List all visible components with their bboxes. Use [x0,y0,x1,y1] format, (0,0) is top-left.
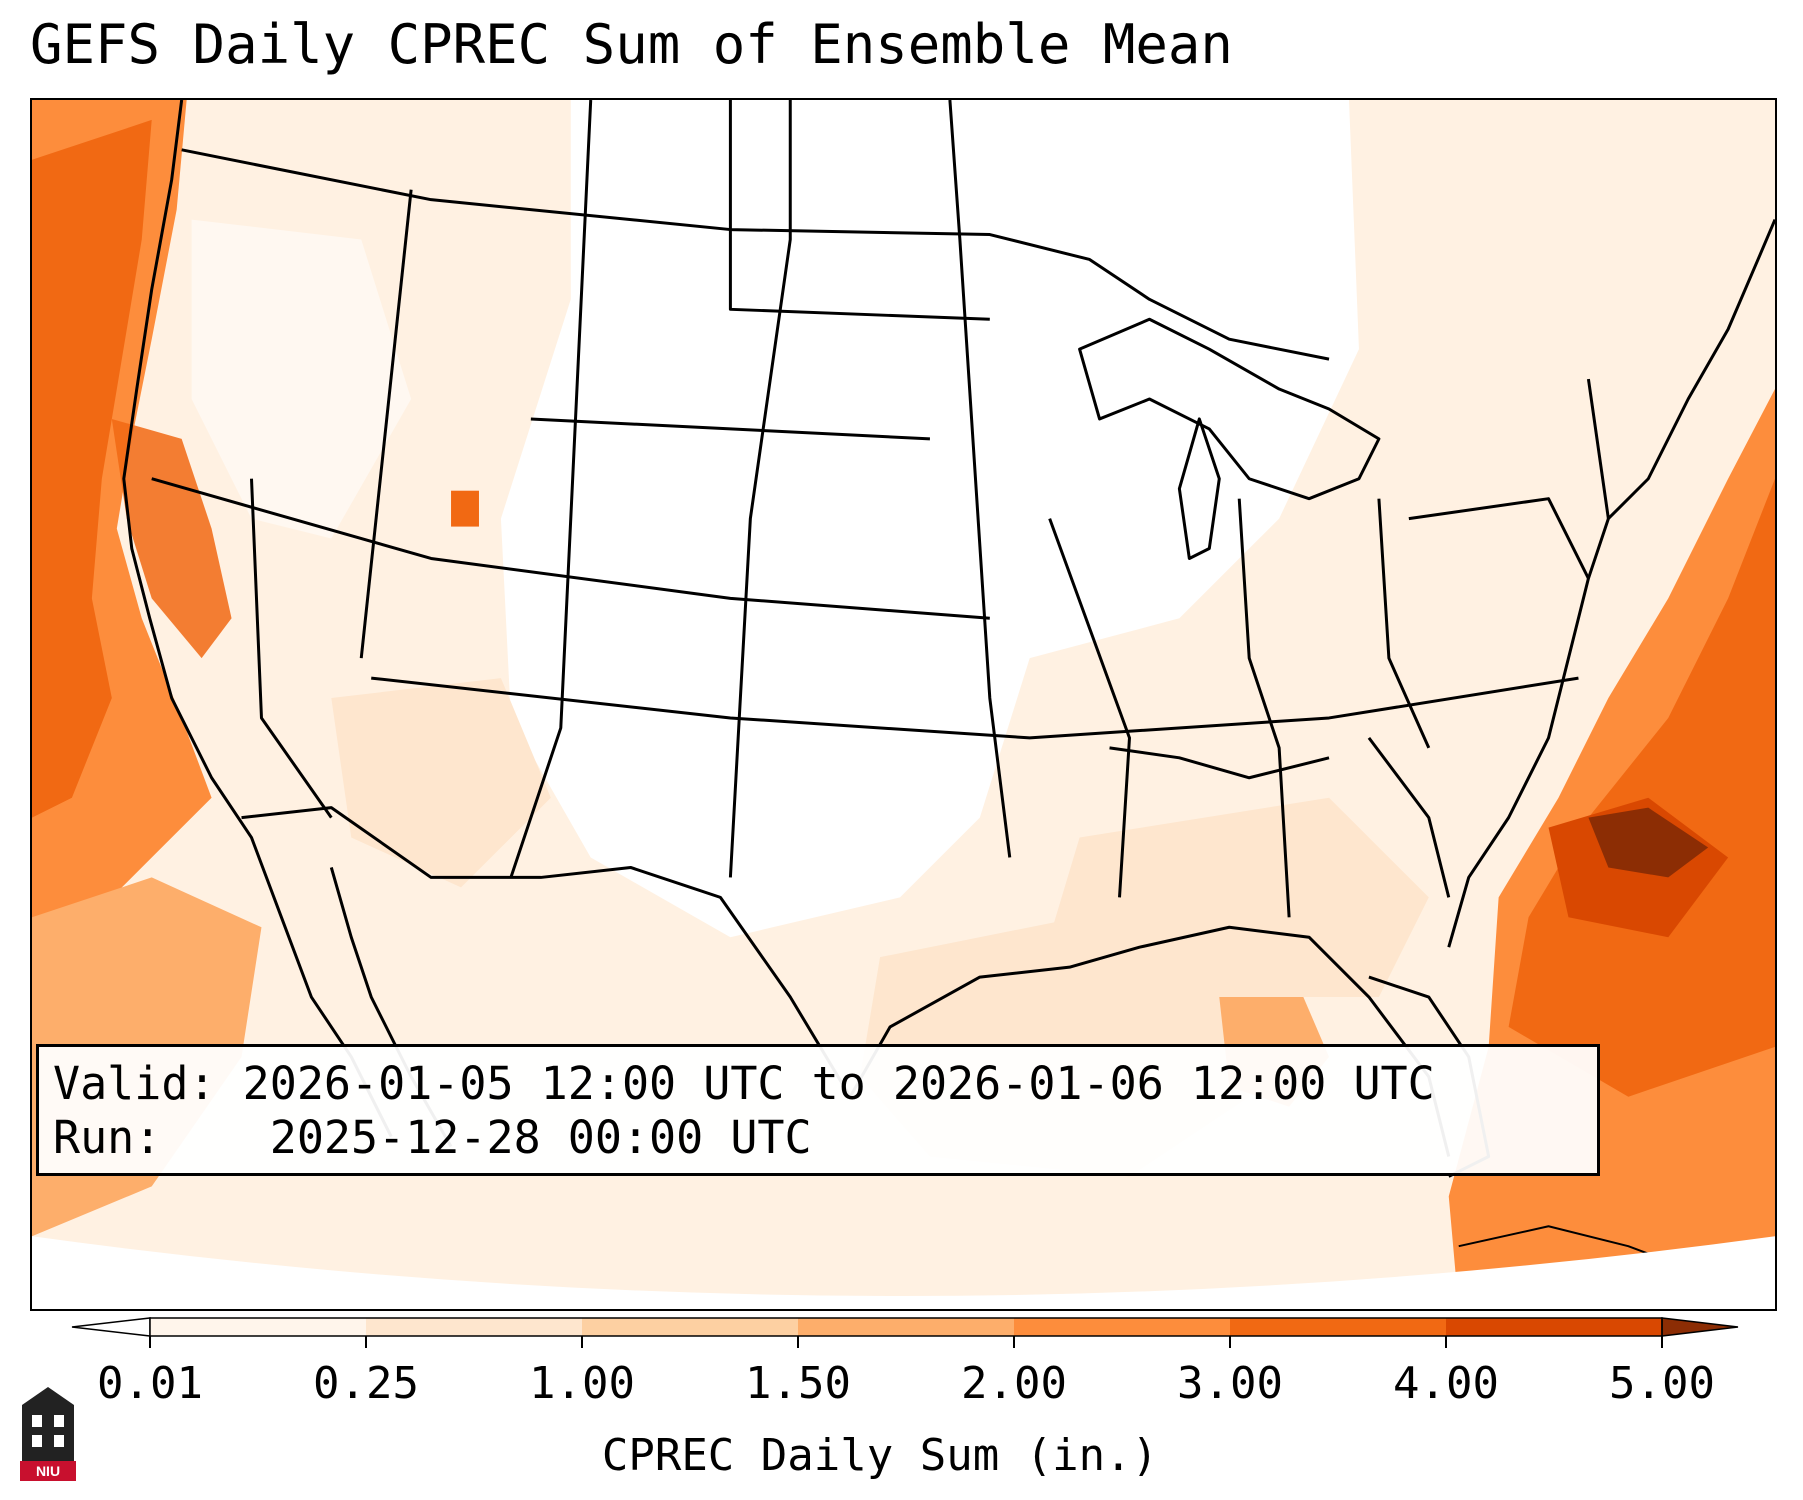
coastline-west [122,100,393,1138]
precip-land-light [500,100,1359,938]
colorbar-extend-low [71,1317,151,1337]
niu-logo: NIU [20,1387,76,1481]
run-time-line: Run: 2025-12-28 00:00 UTC [53,1111,1597,1165]
state-line-9 [1237,498,1291,918]
gulf-coast [848,925,1451,1157]
colorbar-outline [149,1317,1663,1337]
valid-run-info-box: Valid: 2026-01-05 12:00 UTC to 2026-01-0… [36,1044,1600,1176]
state-line-10 [1377,498,1431,749]
colorbar-ticks: 0.01 0.25 1.00 1.50 2.00 3.00 4.00 5.00 [97,1336,1715,1409]
colorbar-tick-label: 2.00 [961,1358,1067,1409]
lake-michigan [1177,417,1221,560]
colorbar: 0.01 0.25 1.00 1.50 2.00 3.00 4.00 5.00 CPREC D… [71,1317,1739,1481]
state-line-13 [250,478,333,819]
projection-edge [32,1236,1775,1309]
state-line-12 [1586,378,1610,519]
state-line-5 [151,477,990,620]
precip-land-light-west [191,219,412,539]
precip-sierra [111,418,232,659]
state-line-6 [371,676,1579,740]
east-coast [1447,219,1775,948]
map-title: GEFS Daily CPREC Sum of Ensemble Mean [30,13,1233,76]
precip-atlantic-peak [1588,807,1709,878]
state-line-1 [359,189,413,659]
precip-utah-spot [451,490,479,527]
colorbar-tick-label: 0.01 [97,1358,203,1409]
colorbar-segments [71,1317,1739,1337]
state-line-8 [1109,746,1330,780]
colorbar-tick-label: 4.00 [1393,1358,1499,1409]
us-mexico-border [241,806,852,1098]
run-time: 2025-12-28 00:00 UTC [269,1111,812,1164]
colorbar-segment [366,1318,582,1336]
colorbar-tick-label: 5.00 [1609,1358,1715,1409]
colorbar-segment [582,1318,798,1336]
precip-atlantic-core [1508,478,1775,1097]
colorbar-segment [798,1318,1014,1336]
colorbar-tick-label: 3.00 [1177,1358,1283,1409]
colorbar-segment [1014,1318,1230,1336]
state-line-2 [509,100,593,878]
run-label: Run: [53,1111,162,1164]
precip-southwest [331,678,551,888]
colorbar-label: CPREC Daily Sum (in.) [602,1430,1158,1481]
state-line-4 [948,100,1012,858]
state-line-16 [1367,736,1451,898]
state-line-7 [1048,518,1131,898]
logo-text: NIU [36,1463,60,1479]
us-canada-border [181,148,1330,361]
great-lakes [1078,317,1381,501]
state-line-3 [728,100,792,878]
map-boundaries [122,100,1775,1278]
colorbar-segment [1230,1318,1446,1336]
colorbar-segment [1446,1318,1662,1336]
state-line-14 [530,417,931,441]
colorbar-tick-label: 1.50 [745,1358,851,1409]
valid-time: 2026-01-05 12:00 UTC to 2026-01-06 12:00… [242,1057,1435,1110]
logo-tower [22,1405,74,1463]
valid-label: Valid: [53,1057,216,1110]
state-line-15 [728,100,990,321]
colorbar-segment [150,1318,366,1336]
colorbar-tick-label: 1.00 [529,1358,635,1409]
precip-pacific-core [32,119,152,818]
logo-banner [20,1461,76,1481]
colorbar-extend-high [1661,1317,1739,1337]
state-line-11 [1408,497,1590,580]
valid-time-line: Valid: 2026-01-05 12:00 UTC to 2026-01-0… [53,1057,1597,1111]
logo-roof [22,1387,74,1405]
colorbar-tick-label: 0.25 [313,1358,419,1409]
